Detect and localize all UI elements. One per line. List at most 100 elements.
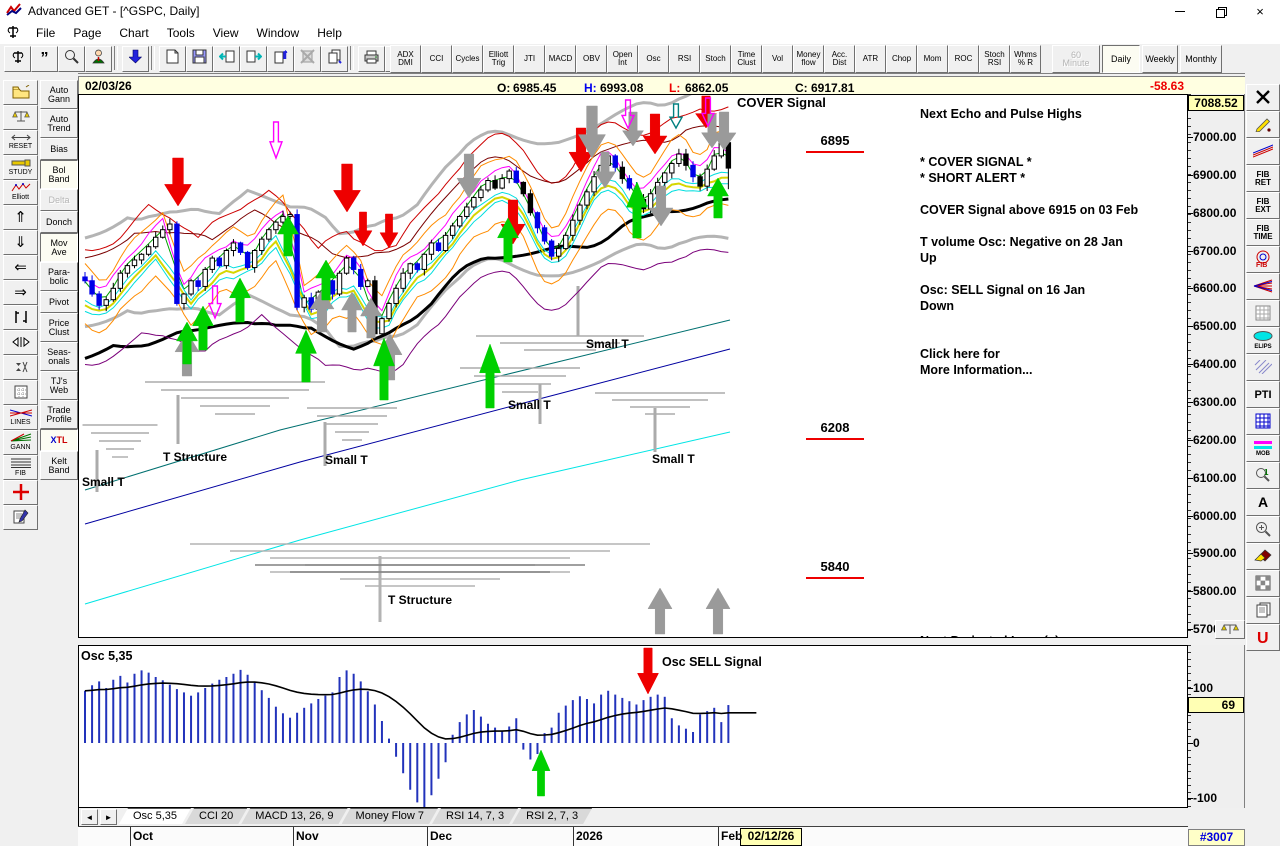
period-monthly-button[interactable]: Monthly (1180, 45, 1222, 73)
tab-scroll-right-button[interactable]: ► (100, 809, 117, 825)
bar-spacing-button[interactable] (3, 305, 38, 330)
hatch-tool-button[interactable] (1246, 354, 1280, 381)
arrow-right-button[interactable]: ⇒ (3, 280, 38, 305)
menu-window[interactable]: Window (256, 26, 300, 40)
mob-button[interactable]: MOB (1246, 435, 1280, 462)
indicator-whms-rbutton[interactable]: Whms % R (1010, 45, 1041, 73)
child-window-icon[interactable] (7, 25, 19, 42)
lines-button[interactable]: LINES (3, 405, 38, 430)
indicator-jtibutton[interactable]: JTI (514, 45, 545, 73)
tab-osc-5-35[interactable]: Osc 5,35 (119, 808, 191, 824)
indicator-chopbutton[interactable]: Chop (886, 45, 917, 73)
zoom-in-button[interactable] (1246, 516, 1280, 543)
new-page-button[interactable] (159, 46, 186, 72)
minimize-button[interactable] (1160, 0, 1200, 22)
pti-button[interactable]: PTI (1246, 381, 1280, 408)
fib-circle-button[interactable]: FIB (1246, 246, 1280, 273)
menu-page[interactable]: Page (73, 26, 102, 40)
elliott-button[interactable]: Elliott (3, 180, 38, 205)
copy-pages-button[interactable] (321, 46, 348, 72)
menu-help[interactable]: Help (317, 26, 342, 40)
indicator-acc-distbutton[interactable]: Acc. Dist (824, 45, 855, 73)
study-donch-button[interactable]: Donch (40, 211, 78, 233)
study-para-bolic-button[interactable]: Para- bolic (40, 262, 78, 291)
study-button[interactable]: STUDY (3, 155, 38, 180)
blue-grid-button[interactable] (1246, 408, 1280, 435)
study-trade-profile-button[interactable]: Trade Profile (40, 400, 78, 429)
indicator-atrbutton[interactable]: ATR (855, 45, 886, 73)
indicator-obvbutton[interactable]: OBV (576, 45, 607, 73)
reset-button[interactable]: RESET (3, 130, 38, 155)
print-button[interactable] (358, 46, 385, 72)
quote-button[interactable]: ” (31, 46, 58, 72)
price-chart-panel[interactable]: 6895 6208 5840 COVER Signal T Structure Small… (78, 86, 1188, 648)
text-tool-button[interactable]: A (1246, 489, 1280, 516)
study-delta-button[interactable]: Delta (40, 189, 78, 211)
user-button[interactable] (85, 46, 112, 72)
menu-tools[interactable]: Tools (166, 26, 195, 40)
grid-button[interactable] (3, 380, 38, 405)
zoom-button[interactable] (58, 46, 85, 72)
study-pivot-button[interactable]: Pivot (40, 291, 78, 313)
price-axis[interactable]: 7088.52 7000.00 6900.00 6800.00 6700.00 6600… (1188, 94, 1245, 638)
indicator-stoch-rsibutton[interactable]: Stoch RSI (979, 45, 1010, 73)
scales-button[interactable] (3, 105, 38, 130)
cross-button[interactable] (3, 480, 38, 505)
oscillator-panel[interactable]: Osc SELL Signal Osc 5,35 (78, 645, 1188, 808)
period-60-minute-button[interactable]: 60 Minute (1052, 45, 1100, 73)
download-arrow-button[interactable] (122, 46, 149, 72)
indicator-cyclesbutton[interactable]: Cycles (452, 45, 483, 73)
oscillator-axis[interactable]: 69 100 0 -100 (1188, 645, 1245, 808)
study-mov-ave-button[interactable]: Mov Ave (40, 233, 78, 262)
checker-button[interactable] (1246, 570, 1280, 597)
study-price-clust-button[interactable]: Price Clust (40, 313, 78, 342)
restore-button[interactable] (1200, 0, 1240, 22)
menu-chart[interactable]: Chart (119, 26, 149, 40)
indicator-rocbutton[interactable]: ROC (948, 45, 979, 73)
eraser-button[interactable] (1246, 543, 1280, 570)
delete-page-button[interactable] (294, 46, 321, 72)
period-weekly-button[interactable]: Weekly (1142, 45, 1178, 73)
fib-retracement-button[interactable]: FIB RET (1246, 165, 1280, 192)
close-button[interactable]: × (1256, 3, 1264, 19)
study-auto-trend-button[interactable]: Auto Trend (40, 109, 78, 138)
ellipse-tool-button[interactable]: ELIPS (1246, 327, 1280, 354)
open-chart-button[interactable] (3, 80, 38, 105)
indicator-money-flowbutton[interactable]: Money flow (793, 45, 824, 73)
gann-button[interactable]: GANN (3, 430, 38, 455)
close-chart-button[interactable] (1246, 84, 1280, 111)
menu-file[interactable]: File (36, 26, 56, 40)
save-page-button[interactable] (186, 46, 213, 72)
tab-rsi-14-7-3[interactable]: RSI 14, 7, 3 (432, 808, 518, 824)
study-bol-band-button[interactable]: Bol Band (40, 160, 78, 189)
tab-macd-13-26-9[interactable]: MACD 13, 26, 9 (241, 808, 347, 824)
indicator-macdbutton[interactable]: MACD (545, 45, 576, 73)
fib-button[interactable]: FIB (3, 455, 38, 480)
copy-study-button[interactable] (1246, 597, 1280, 624)
study-bias-button[interactable]: Bias (40, 138, 78, 160)
indicator-time-clustbutton[interactable]: Time Clust (731, 45, 762, 73)
arrow-down-button[interactable]: ⇓ (3, 230, 38, 255)
study-tj-s-web-button[interactable]: TJ's Web (40, 371, 78, 400)
indicator-open-intbutton[interactable]: Open Int (607, 45, 638, 73)
study-kelt-band-button[interactable]: Kelt Band (40, 451, 78, 480)
grid-tool-button[interactable] (1246, 300, 1280, 327)
tab-money-flow-7[interactable]: Money Flow 7 (342, 808, 438, 824)
tab-cci-20[interactable]: CCI 20 (185, 808, 247, 824)
indicator-rsibutton[interactable]: RSI (669, 45, 700, 73)
study-auto-gann-button[interactable]: Auto Gann (40, 80, 78, 109)
prev-page-button[interactable] (213, 46, 240, 72)
arrow-up-button[interactable]: ⇑ (3, 205, 38, 230)
indicator-mombutton[interactable]: Mom (917, 45, 948, 73)
study-seas-onals-button[interactable]: Seas- onals (40, 342, 78, 371)
arrow-left-button[interactable]: ⇐ (3, 255, 38, 280)
fib-extension-button[interactable]: FIB EXT (1246, 192, 1280, 219)
find-bar-button[interactable]: 1 (1246, 462, 1280, 489)
menu-view[interactable]: View (212, 26, 239, 40)
trendlines-tool-button[interactable] (1246, 138, 1280, 165)
tab-scroll-left-button[interactable]: ◄ (81, 809, 98, 825)
copy-page-up-button[interactable] (267, 46, 294, 72)
child-window-button[interactable] (4, 46, 31, 72)
study-xtl-button[interactable]: X TL (40, 429, 78, 451)
indicator-volbutton[interactable]: Vol (762, 45, 793, 73)
